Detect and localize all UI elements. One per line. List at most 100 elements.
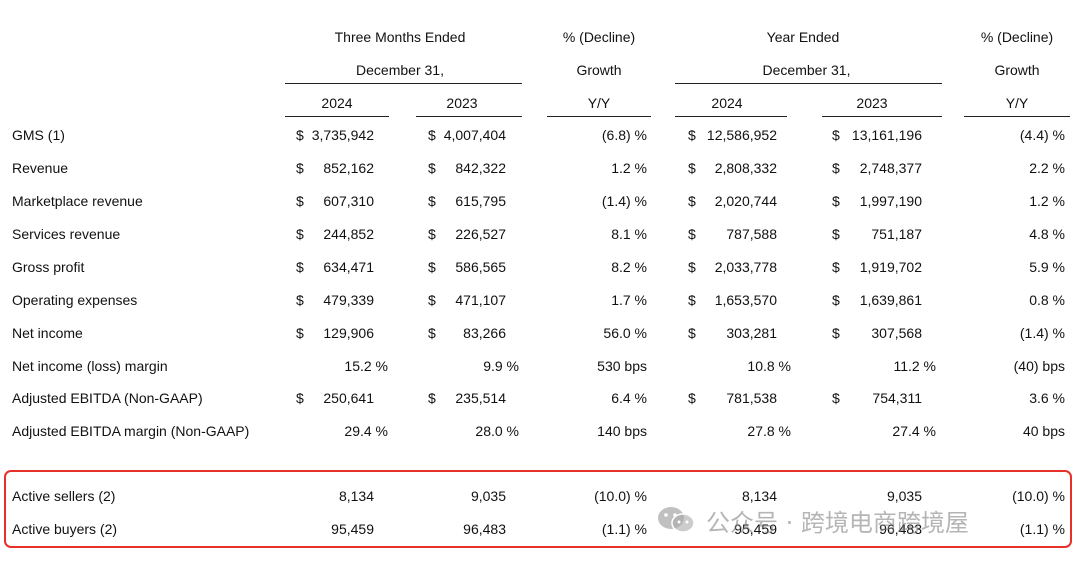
cell-growth-q: (10.0) % bbox=[594, 488, 647, 504]
row-label: Operating expenses bbox=[12, 292, 138, 308]
header-three-months-line1: Three Months Ended bbox=[334, 29, 466, 45]
dollar-sign: $ bbox=[428, 193, 436, 209]
header-year-line2: December 31, bbox=[762, 62, 851, 78]
row-label: Net income bbox=[12, 325, 83, 341]
cell-q-2023: 9,035 bbox=[470, 488, 506, 504]
header-rule-q-2023 bbox=[416, 116, 522, 117]
dollar-sign: $ bbox=[688, 160, 696, 176]
cell-y-2024: 787,588 bbox=[726, 226, 777, 242]
cell-q-2024: 634,471 bbox=[323, 259, 374, 275]
dollar-sign: $ bbox=[296, 193, 304, 209]
dollar-sign: $ bbox=[832, 325, 840, 341]
cell-q-2024: 8,134 bbox=[338, 488, 374, 504]
header-growth1-line3: Y/Y bbox=[587, 95, 611, 111]
dollar-sign: $ bbox=[688, 292, 696, 308]
cell-growth-q: 56.0 % bbox=[603, 325, 647, 341]
header-three-months-line2: December 31, bbox=[356, 62, 444, 78]
cell-y-2023: 11.2 % bbox=[893, 358, 936, 374]
dollar-sign: $ bbox=[688, 390, 696, 406]
cell-y-2024: 2,033,778 bbox=[714, 259, 777, 275]
dollar-sign: $ bbox=[296, 390, 304, 406]
row-label: Adjusted EBITDA (Non-GAAP) bbox=[12, 390, 203, 406]
header-rule-year bbox=[675, 83, 942, 84]
cell-q-2024: 244,852 bbox=[323, 226, 374, 242]
header-rule-growth1 bbox=[547, 116, 651, 117]
cell-growth-y: 0.8 % bbox=[1029, 292, 1065, 308]
cell-y-2024: 303,281 bbox=[726, 325, 777, 341]
cell-q-2024: 129,906 bbox=[323, 325, 374, 341]
cell-growth-q: (1.4) % bbox=[601, 193, 647, 209]
row-label: Net income (loss) margin bbox=[12, 358, 168, 374]
header-q-2024: 2024 bbox=[321, 95, 353, 111]
cell-q-2023: 471,107 bbox=[455, 292, 506, 308]
header-year-line1: Year Ended bbox=[766, 29, 840, 45]
header-rule-y-2023 bbox=[822, 116, 942, 117]
cell-q-2023: 842,322 bbox=[455, 160, 506, 176]
row-label: Adjusted EBITDA margin (Non-GAAP) bbox=[12, 423, 250, 439]
cell-q-2023: 96,483 bbox=[463, 521, 506, 537]
cell-y-2024: 27.8 % bbox=[747, 423, 791, 439]
dollar-sign: $ bbox=[832, 193, 840, 209]
cell-y-2024: 2,808,332 bbox=[714, 160, 777, 176]
row-label: Services revenue bbox=[12, 226, 121, 242]
row-label: Gross profit bbox=[12, 259, 85, 275]
cell-growth-q: 1.2 % bbox=[611, 160, 647, 176]
header-q-2023: 2023 bbox=[446, 95, 478, 111]
cell-y-2023: 307,568 bbox=[871, 325, 922, 341]
cell-q-2023: 83,266 bbox=[463, 325, 506, 341]
cell-growth-q: 6.4 % bbox=[611, 390, 647, 406]
row-label: Revenue bbox=[12, 160, 69, 176]
cell-growth-q: 8.1 % bbox=[611, 226, 647, 242]
dollar-sign: $ bbox=[832, 160, 840, 176]
dollar-sign: $ bbox=[688, 259, 696, 275]
row-label: Active sellers (2) bbox=[12, 488, 116, 504]
cell-growth-y: 1.2 % bbox=[1029, 193, 1065, 209]
header-growth2-line2: Growth bbox=[994, 62, 1040, 78]
dollar-sign: $ bbox=[428, 226, 436, 242]
cell-growth-y: 5.9 % bbox=[1029, 259, 1065, 275]
dollar-sign: $ bbox=[296, 226, 304, 242]
dollar-sign: $ bbox=[296, 160, 304, 176]
dollar-sign: $ bbox=[688, 226, 696, 242]
cell-growth-y: 3.6 % bbox=[1029, 390, 1065, 406]
wechat-icon bbox=[656, 505, 696, 535]
row-label: Active buyers (2) bbox=[12, 521, 118, 537]
cell-y-2023: 1,639,861 bbox=[859, 292, 922, 308]
dollar-sign: $ bbox=[832, 390, 840, 406]
cell-q-2024: 3,735,942 bbox=[311, 127, 374, 143]
cell-q-2023: 28.0 % bbox=[475, 423, 519, 439]
dollar-sign: $ bbox=[428, 325, 436, 341]
header-growth1-line2: Growth bbox=[576, 62, 622, 78]
dollar-sign: $ bbox=[688, 325, 696, 341]
dollar-sign: $ bbox=[428, 259, 436, 275]
cell-y-2023: 1,997,190 bbox=[859, 193, 922, 209]
cell-growth-y: (1.1) % bbox=[1019, 521, 1065, 537]
dollar-sign: $ bbox=[296, 325, 304, 341]
dollar-sign: $ bbox=[428, 160, 436, 176]
cell-q-2024: 15.2 % bbox=[344, 358, 388, 374]
header-y-2023: 2023 bbox=[856, 95, 888, 111]
header-rule-three-months bbox=[285, 83, 522, 84]
dollar-sign: $ bbox=[428, 390, 436, 406]
row-label: GMS (1) bbox=[12, 127, 65, 143]
dollar-sign: $ bbox=[428, 127, 436, 143]
cell-growth-y: (4.4) % bbox=[1019, 127, 1065, 143]
cell-q-2024: 479,339 bbox=[323, 292, 374, 308]
row-label: Marketplace revenue bbox=[12, 193, 143, 209]
header-rule-y-2024 bbox=[675, 116, 787, 117]
cell-growth-q: (6.8) % bbox=[601, 127, 647, 143]
cell-q-2023: 586,565 bbox=[455, 259, 506, 275]
cell-q-2024: 607,310 bbox=[323, 193, 374, 209]
dollar-sign: $ bbox=[296, 292, 304, 308]
cell-y-2024: 781,538 bbox=[726, 390, 777, 406]
cell-growth-q: 1.7 % bbox=[611, 292, 647, 308]
cell-q-2023: 9.9 % bbox=[483, 358, 519, 374]
header-growth1-line1: % (Decline) bbox=[562, 29, 636, 45]
dollar-sign: $ bbox=[832, 127, 840, 143]
cell-growth-y: 4.8 % bbox=[1029, 226, 1065, 242]
header-rule-growth2 bbox=[964, 116, 1070, 117]
cell-y-2024: 10.8 % bbox=[747, 358, 791, 374]
cell-y-2023: 754,311 bbox=[872, 390, 922, 406]
watermark-text: 公众号 · 跨境电商跨境屋 bbox=[706, 508, 969, 537]
dollar-sign: $ bbox=[688, 193, 696, 209]
